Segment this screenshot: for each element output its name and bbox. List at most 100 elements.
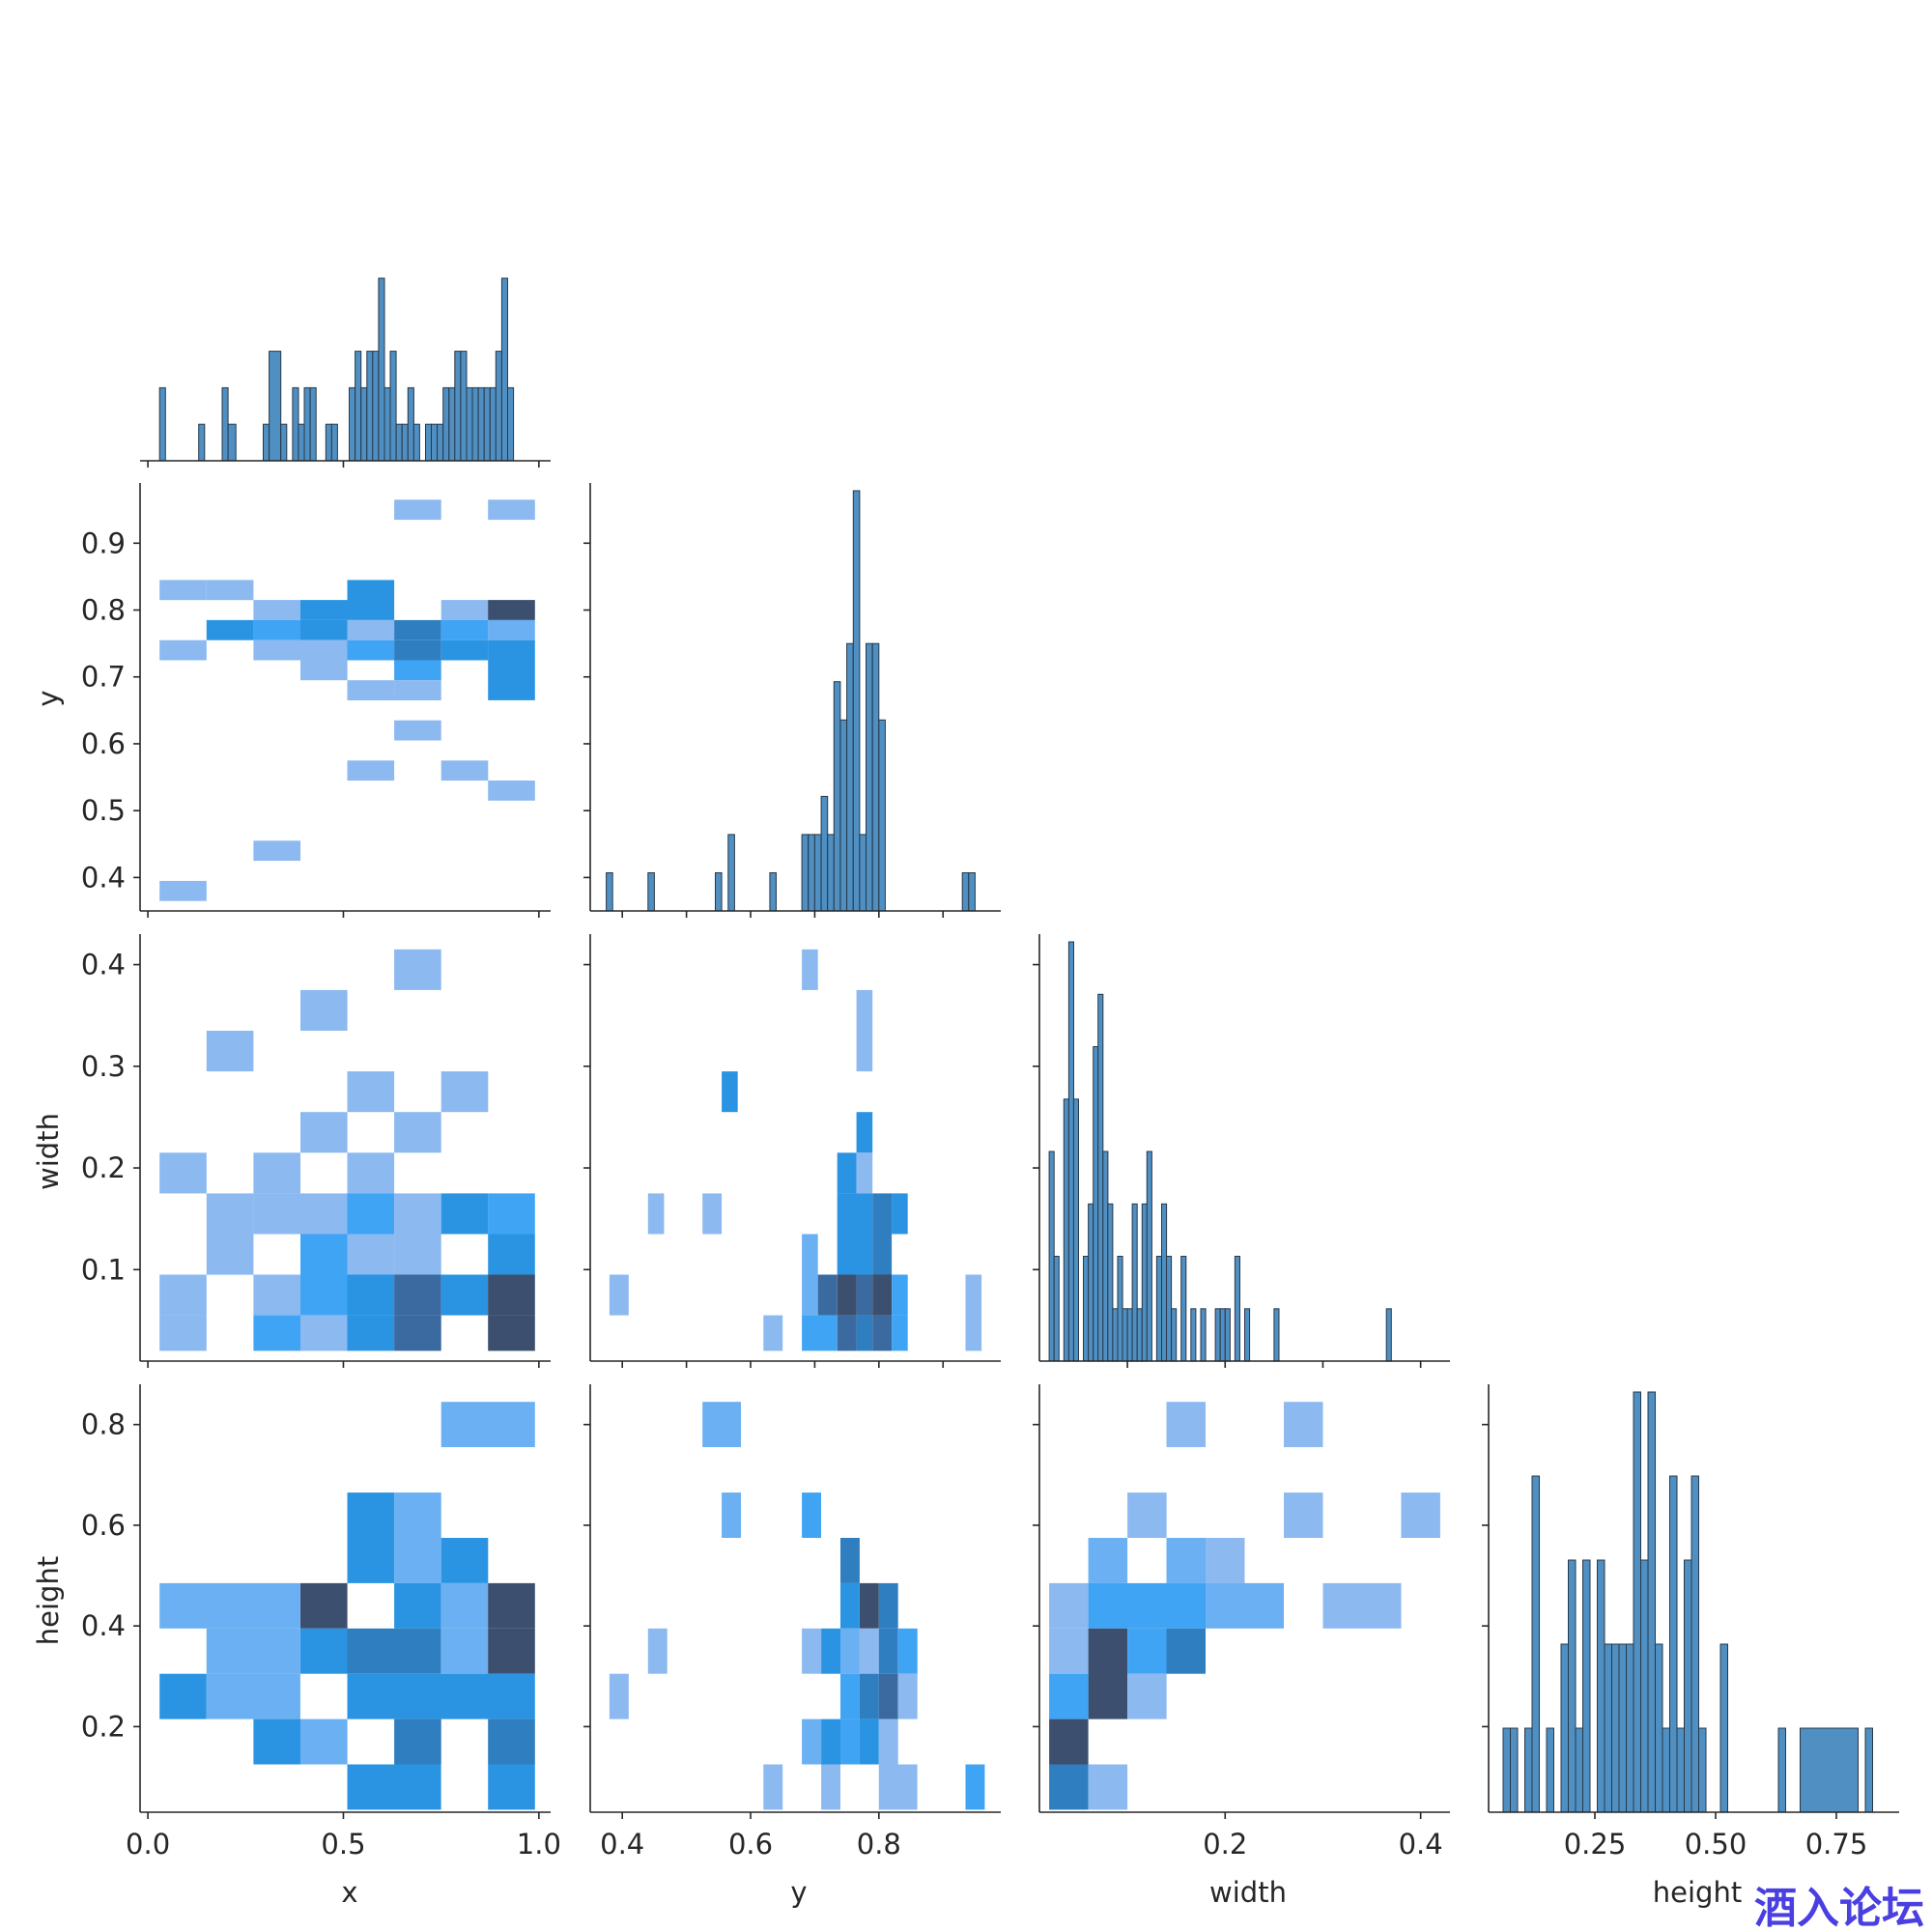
histogram-bar xyxy=(280,423,288,462)
heatmap-cell xyxy=(1088,1582,1206,1629)
heatmap-cell xyxy=(394,720,441,741)
histogram-bar xyxy=(1568,1559,1577,1813)
heatmap-cell xyxy=(347,1193,395,1235)
histogram-bar xyxy=(1214,1308,1221,1362)
heatmap-cell xyxy=(394,1234,441,1275)
heatmap-cell xyxy=(253,840,300,862)
heatmap-cell xyxy=(856,1274,873,1316)
heatmap-cell xyxy=(394,1538,441,1583)
histogram-bar xyxy=(355,351,362,462)
heatmap-cell xyxy=(878,1673,898,1719)
histogram-bar xyxy=(1676,1727,1685,1813)
histogram-bar xyxy=(808,834,815,912)
histogram-bar xyxy=(801,834,810,912)
y-tick-label: 0.4 xyxy=(81,1609,126,1642)
axis-labels: x y width height y width height xyxy=(32,690,1742,1909)
histogram-bar xyxy=(477,386,485,462)
histogram-bar xyxy=(1131,1203,1138,1362)
heatmap-cell xyxy=(394,949,441,990)
heatmap-cell xyxy=(763,1315,783,1351)
heatmap-cell xyxy=(892,1193,908,1235)
histogram-bar xyxy=(1224,1308,1231,1362)
histogram-bar xyxy=(606,872,613,912)
heatmap-cell xyxy=(440,1274,489,1316)
heatmap-cell xyxy=(897,1628,918,1674)
histogram-bar xyxy=(1136,1308,1143,1362)
histogram-bar xyxy=(1698,1727,1707,1813)
heatmap-cell xyxy=(965,1274,982,1351)
heatmap-cell xyxy=(1088,1628,1128,1719)
heatmap-cell xyxy=(840,1582,860,1629)
heatmap-cell xyxy=(1049,1628,1089,1674)
heatmap-cell xyxy=(1049,1673,1089,1719)
histogram-bar xyxy=(401,423,409,462)
heatmap-cell xyxy=(253,1193,300,1235)
heatmap-cell xyxy=(300,989,348,1031)
heatmap-cell xyxy=(253,1152,300,1194)
heatmap-cell xyxy=(300,660,348,681)
y-tick-label: 0.7 xyxy=(81,661,126,694)
heatmap-cell xyxy=(859,1582,879,1629)
histogram-bar xyxy=(1618,1643,1627,1813)
histogram-bar xyxy=(1560,1643,1569,1813)
panel-height-vs-y: 0.4 0.6 0.8 xyxy=(583,1384,1001,1861)
histogram-bar xyxy=(1112,1308,1119,1362)
histogram-bar xyxy=(846,642,854,912)
histogram-bar xyxy=(727,834,735,912)
heatmap-cell xyxy=(440,1582,489,1629)
histogram-bar xyxy=(292,386,299,462)
histogram-bar xyxy=(852,490,861,912)
panel-height-vs-width: 0.2 0.4 xyxy=(1033,1384,1450,1861)
histogram-bar xyxy=(813,834,822,912)
heatmap-cell xyxy=(206,1234,254,1275)
heatmap-cell xyxy=(821,1764,840,1810)
histogram-bar xyxy=(1800,1727,1859,1813)
heatmap-cell xyxy=(837,1193,873,1235)
histogram-bar xyxy=(1117,1256,1123,1362)
heatmap-cell xyxy=(347,1152,395,1194)
panel-y-vs-y xyxy=(583,483,1001,918)
heatmap-cell xyxy=(300,1234,348,1275)
heatmap-cell xyxy=(1401,1492,1440,1538)
panel-y-vs-x: 0.4 0.5 0.6 0.7 0.8 0.9 xyxy=(81,483,551,918)
heatmap-cell xyxy=(347,1071,395,1113)
pairplot-panels: 0.40.50.60.70.80.90.10.20.30.40.0 0.5 1.00… xyxy=(81,277,1899,1861)
histogram-bar xyxy=(1385,1308,1392,1362)
histogram-bar xyxy=(349,386,356,462)
histogram-bar xyxy=(263,423,270,462)
heatmap-cell xyxy=(802,1628,821,1674)
heatmap-cell xyxy=(159,1315,207,1351)
heatmap-cell xyxy=(253,1719,300,1765)
heatmap-cell xyxy=(159,580,207,601)
histogram-bar xyxy=(1719,1643,1728,1813)
panel-height-vs-x: 0.0 0.5 1.0 0.2 0.4 0.6 0.8 xyxy=(81,1384,561,1861)
heatmap-cell xyxy=(1284,1492,1323,1538)
y-tick-label: 0.8 xyxy=(81,1408,126,1441)
heatmap-cell xyxy=(878,1719,898,1765)
heatmap-cell xyxy=(897,1673,918,1719)
heatmap-cell xyxy=(347,1315,395,1351)
histogram-bar xyxy=(878,719,886,912)
heatmap-cell xyxy=(440,760,489,781)
histogram-bar xyxy=(1647,1391,1656,1813)
histogram-bar xyxy=(1053,1256,1060,1362)
heatmap-cell xyxy=(609,1274,629,1316)
histogram-bar xyxy=(1575,1727,1583,1813)
heatmap-cell xyxy=(206,1031,254,1072)
heatmap-cell xyxy=(300,1628,348,1674)
x-tick-label: 0.0 xyxy=(126,1828,170,1861)
histogram-bar xyxy=(833,681,841,912)
heatmap-cell xyxy=(859,1628,879,1674)
histogram-bar xyxy=(1083,1256,1090,1362)
histogram-bar xyxy=(1180,1256,1187,1362)
histogram-bar xyxy=(483,386,491,462)
panel-height-vs-height: 0.25 0.50 0.75 xyxy=(1482,1384,1899,1861)
heatmap-cell xyxy=(347,760,395,781)
heatmap-cell xyxy=(856,1112,873,1153)
x-tick-label: 0.25 xyxy=(1564,1828,1627,1861)
heatmap-cell xyxy=(856,989,873,1072)
histogram-bar xyxy=(507,386,515,462)
heatmap-cell xyxy=(802,1234,818,1275)
histogram-bar xyxy=(866,642,873,912)
heatmap-cell xyxy=(702,1402,741,1448)
